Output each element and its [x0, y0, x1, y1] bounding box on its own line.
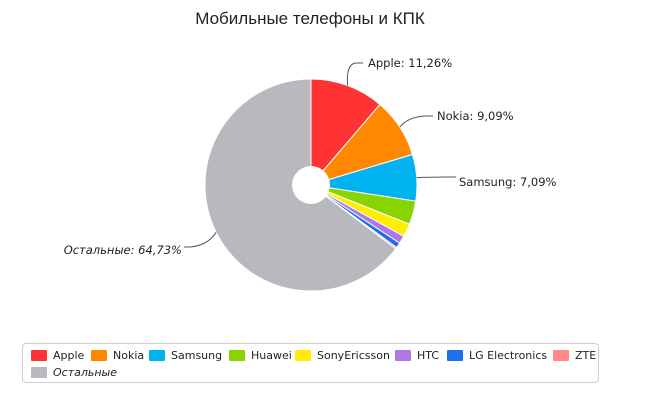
legend-label: Huawei — [251, 349, 292, 362]
legend-swatch — [149, 350, 165, 361]
legend-item-lg-electronics[interactable]: LG Electronics — [447, 349, 547, 362]
legend-label: ZTE — [575, 349, 597, 362]
legend-swatch — [447, 350, 463, 361]
leader-line-остальные — [184, 232, 217, 248]
legend-item-htc[interactable]: HTC — [395, 349, 439, 362]
legend-swatch — [553, 350, 569, 361]
legend-label: Apple — [53, 349, 85, 362]
legend-label: Nokia — [113, 349, 145, 362]
data-label-остальные: Остальные: 64,73% — [64, 243, 182, 257]
legend-label: SonyEricsson — [317, 349, 390, 362]
pie-chart: Мобильные телефоны и КПК Apple: 11,26% No… — [64, 9, 557, 292]
legend-item-apple[interactable]: Apple — [31, 349, 84, 362]
legend-label: LG Electronics — [469, 349, 548, 362]
legend-swatch — [31, 350, 47, 361]
leader-line-nokia — [399, 115, 433, 128]
leader-line-samsung — [416, 176, 456, 179]
legend-label: Остальные — [53, 366, 118, 379]
legend-item-huawei[interactable]: Huawei — [229, 349, 292, 362]
legend: Apple Nokia Samsung Huawei SonyEricsson … — [22, 343, 599, 383]
legend-swatch — [395, 350, 411, 361]
legend-label: HTC — [417, 349, 440, 362]
data-label-nokia: Nokia: 9,09% — [437, 109, 514, 123]
legend-swatch — [295, 350, 311, 361]
legend-swatch — [229, 350, 245, 361]
leader-line-apple — [346, 62, 363, 86]
legend-item-nokia[interactable]: Nokia — [91, 349, 144, 362]
legend-swatch — [31, 367, 47, 378]
legend-item-zte[interactable]: ZTE — [553, 349, 596, 362]
donut-hole — [292, 166, 330, 204]
pie-labels: Apple: 11,26% Nokia: 9,09% Samsung: 7,09% О… — [64, 56, 557, 257]
legend-label: Samsung — [171, 349, 223, 362]
data-label-samsung: Samsung: 7,09% — [459, 175, 557, 189]
legend-item-sonyericsson[interactable]: SonyEricsson — [295, 349, 390, 362]
pie-slice-apple[interactable] — [310, 78, 381, 187]
data-label-apple: Apple: 11,26% — [368, 56, 452, 70]
legend-swatch — [91, 350, 107, 361]
legend-item-samsung[interactable]: Samsung — [149, 349, 222, 362]
legend-item-others[interactable]: Остальные — [31, 366, 117, 379]
chart-title: Мобильные телефоны и КПК — [195, 9, 425, 28]
